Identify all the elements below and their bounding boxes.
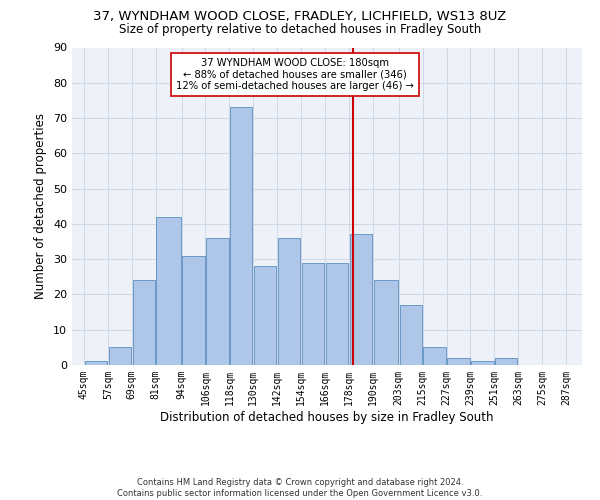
Bar bbox=[278, 238, 301, 365]
Y-axis label: Number of detached properties: Number of detached properties bbox=[34, 114, 47, 299]
Bar bbox=[424, 348, 446, 365]
Bar bbox=[302, 262, 324, 365]
Bar bbox=[448, 358, 470, 365]
Bar bbox=[85, 362, 107, 365]
Text: Size of property relative to detached houses in Fradley South: Size of property relative to detached ho… bbox=[119, 22, 481, 36]
Bar bbox=[157, 217, 181, 365]
Text: Contains HM Land Registry data © Crown copyright and database right 2024.
Contai: Contains HM Land Registry data © Crown c… bbox=[118, 478, 482, 498]
Bar bbox=[254, 266, 277, 365]
Bar bbox=[374, 280, 398, 365]
Bar bbox=[495, 358, 517, 365]
Bar bbox=[109, 348, 131, 365]
Bar bbox=[350, 234, 372, 365]
Bar bbox=[182, 256, 205, 365]
Bar bbox=[400, 305, 422, 365]
Text: 37, WYNDHAM WOOD CLOSE, FRADLEY, LICHFIELD, WS13 8UZ: 37, WYNDHAM WOOD CLOSE, FRADLEY, LICHFIE… bbox=[94, 10, 506, 23]
Text: 37 WYNDHAM WOOD CLOSE: 180sqm
← 88% of detached houses are smaller (346)
12% of : 37 WYNDHAM WOOD CLOSE: 180sqm ← 88% of d… bbox=[176, 58, 414, 92]
Bar bbox=[471, 362, 494, 365]
X-axis label: Distribution of detached houses by size in Fradley South: Distribution of detached houses by size … bbox=[160, 410, 494, 424]
Bar bbox=[133, 280, 155, 365]
Bar bbox=[230, 108, 253, 365]
Bar bbox=[206, 238, 229, 365]
Bar bbox=[326, 262, 348, 365]
